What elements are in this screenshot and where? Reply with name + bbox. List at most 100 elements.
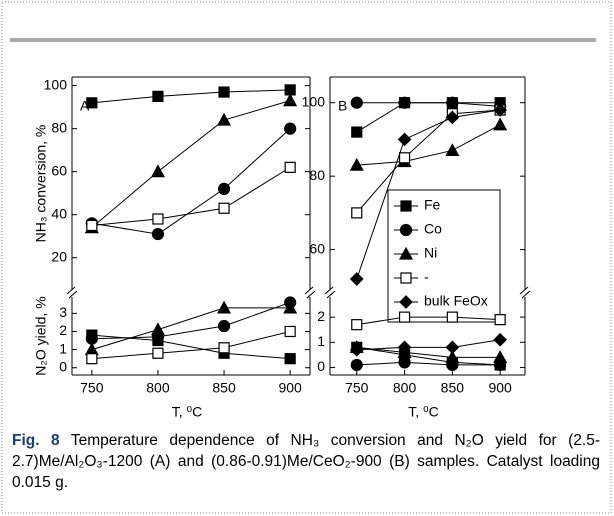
series-line <box>356 361 501 366</box>
data-point <box>150 322 165 336</box>
data-point <box>446 311 458 323</box>
x-tick-label: 750 <box>345 380 369 396</box>
data-point <box>350 358 363 372</box>
panel-label: A <box>80 98 90 114</box>
x-tick-label: 800 <box>393 380 417 396</box>
data-point <box>218 202 230 214</box>
y-tick-label: 100 <box>44 76 68 92</box>
series-line <box>356 102 501 133</box>
y-tick-label: 100 <box>302 93 326 109</box>
series-line <box>356 346 501 366</box>
data-point <box>351 207 363 219</box>
data-point <box>445 143 460 157</box>
legend-marker <box>399 223 413 237</box>
caption: Fig. 8 Temperature dependence of NH₃ con… <box>12 430 600 493</box>
axis-break <box>306 290 316 299</box>
axis-break <box>326 290 336 299</box>
data-point <box>217 182 231 195</box>
caption-label: Fig. 8 <box>12 432 60 449</box>
data-point <box>349 157 364 171</box>
axis-break <box>324 286 334 295</box>
y-tick-label: 1 <box>59 340 67 356</box>
y-tick-label: 2 <box>317 308 325 324</box>
data-point <box>152 90 164 102</box>
x-tick-label: 900 <box>488 380 512 396</box>
legend-marker <box>400 272 412 284</box>
header-rule <box>10 38 596 42</box>
data-point <box>284 325 296 338</box>
series-line <box>356 339 501 351</box>
legend-marker <box>399 295 413 309</box>
series-line <box>91 89 291 104</box>
x-tick-label: 850 <box>212 380 236 396</box>
legend-label: Co <box>424 221 442 237</box>
data-point <box>283 300 298 314</box>
axis-break <box>68 290 78 299</box>
data-point <box>445 110 460 125</box>
caption-text: Temperature dependence of NH₃ conversion… <box>12 432 601 491</box>
data-point <box>152 347 164 359</box>
y-tick-label: 0 <box>317 358 325 374</box>
series-line <box>356 346 501 358</box>
axis-break <box>304 286 314 295</box>
y-axis-label: N₂O yield, % <box>33 296 49 375</box>
data-point <box>86 97 98 109</box>
data-point <box>446 96 459 109</box>
series-line <box>91 100 291 228</box>
data-point <box>86 353 98 365</box>
y-tick-label: 1 <box>317 333 325 349</box>
data-point <box>349 342 364 357</box>
data-point <box>151 227 165 241</box>
data-point <box>284 122 297 135</box>
x-tick-label: 850 <box>441 380 465 396</box>
y-tick-label: 80 <box>51 119 67 135</box>
y-tick-label: 80 <box>309 167 325 183</box>
data-point <box>349 272 364 286</box>
legend-marker <box>400 200 412 212</box>
data-point <box>86 219 98 232</box>
panel-label: B <box>338 98 347 114</box>
data-point <box>217 300 232 314</box>
axis-break <box>66 286 76 295</box>
y-tick-label: 3 <box>59 304 67 320</box>
data-point <box>398 356 411 369</box>
legend-label: Ni <box>424 245 437 261</box>
data-point <box>284 353 296 365</box>
series-line <box>91 307 291 351</box>
data-point <box>445 350 460 363</box>
y-tick-label: 0 <box>59 358 67 374</box>
axis-break <box>521 290 531 299</box>
data-point <box>351 319 363 331</box>
data-point <box>284 161 296 173</box>
y-tick-label: 60 <box>51 162 67 178</box>
data-point <box>218 342 230 354</box>
series-line <box>91 166 291 226</box>
data-point <box>84 342 99 356</box>
series-line <box>356 109 501 280</box>
legend-label: Fe <box>424 197 441 213</box>
data-point <box>217 112 232 126</box>
data-point <box>494 314 506 326</box>
data-point <box>350 96 363 109</box>
x-tick-label: 750 <box>80 380 104 396</box>
series-line <box>91 128 291 235</box>
series-line <box>356 102 501 107</box>
legend-marker <box>398 246 414 260</box>
series-line <box>91 301 291 340</box>
data-point <box>493 332 507 347</box>
data-point <box>493 117 508 131</box>
axis-break <box>519 286 529 295</box>
data-point <box>218 86 230 98</box>
legend-label: - <box>424 269 429 285</box>
data-point <box>493 350 508 363</box>
x-axis-label: T, ⁰C <box>408 404 439 420</box>
data-point <box>493 103 507 117</box>
series-line <box>91 330 291 360</box>
y-tick-label: 2 <box>59 322 67 338</box>
y-tick-label: 40 <box>51 205 67 221</box>
y-axis-label: NH₃ conversion, % <box>33 125 49 243</box>
series-line <box>356 124 501 166</box>
